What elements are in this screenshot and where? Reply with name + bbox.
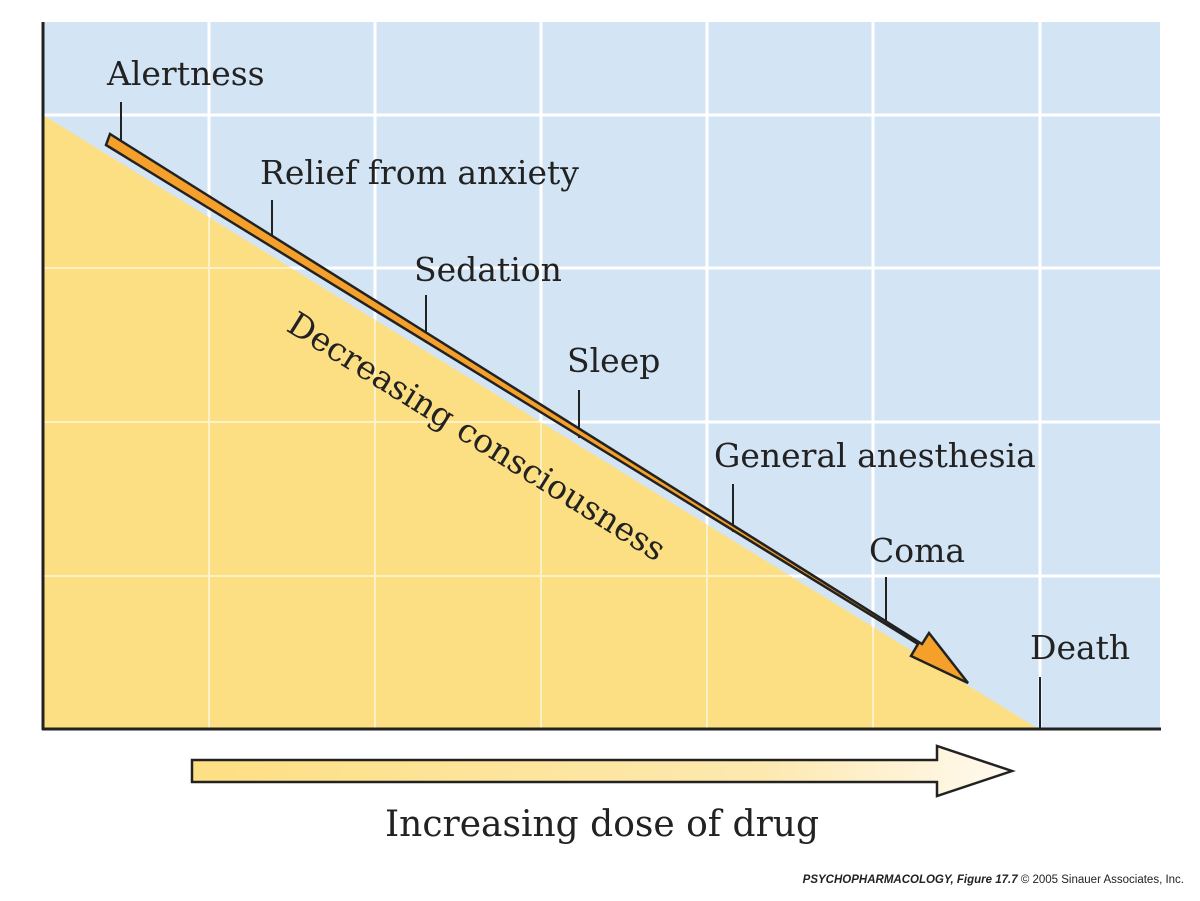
increasing-dose-arrow [190, 744, 1016, 798]
caption-title: PSYCHOPHARMACOLOGY, Figure 17.7 [802, 874, 1018, 886]
decreasing-consciousness-arrow [104, 132, 969, 685]
stage-label-general-anesthesia: General anesthesia [714, 436, 1036, 475]
grid-lines-overlay [43, 218, 874, 730]
axes [41, 22, 1161, 731]
x-axis-label: Increasing dose of drug [385, 804, 819, 845]
stage-label-alertness: Alertness [106, 54, 265, 93]
figure-caption: PSYCHOPHARMACOLOGY, Figure 17.7 © 2005 S… [803, 874, 1184, 886]
caption-copyright: © 2005 Sinauer Associates, Inc. [1020, 874, 1184, 886]
stage-label-coma: Coma [869, 531, 965, 570]
stage-label-sedation: Sedation [414, 250, 562, 289]
stage-label-sleep: Sleep [567, 341, 660, 380]
stage-label-relief-from-anxiety: Relief from anxiety [260, 153, 579, 192]
stage-label-death: Death [1030, 628, 1130, 667]
